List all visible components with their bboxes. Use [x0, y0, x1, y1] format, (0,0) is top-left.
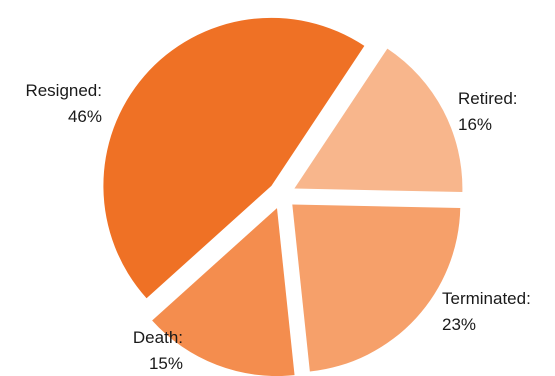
slice-terminated	[292, 204, 461, 372]
label-retired-pct: 16%	[458, 115, 492, 134]
label-death-pct: 15%	[149, 354, 183, 373]
label-terminated-name: Terminated:	[442, 289, 531, 308]
label-resigned-pct: 46%	[68, 107, 102, 126]
label-retired-name: Retired:	[458, 89, 518, 108]
label-terminated-pct: 23%	[442, 315, 476, 334]
pie-slices	[103, 17, 463, 376]
label-resigned-name: Resigned:	[25, 81, 102, 100]
slice-resigned	[103, 17, 365, 299]
slice-death	[152, 208, 295, 376]
slice-retired	[294, 48, 463, 193]
label-death-name: Death:	[133, 328, 183, 347]
